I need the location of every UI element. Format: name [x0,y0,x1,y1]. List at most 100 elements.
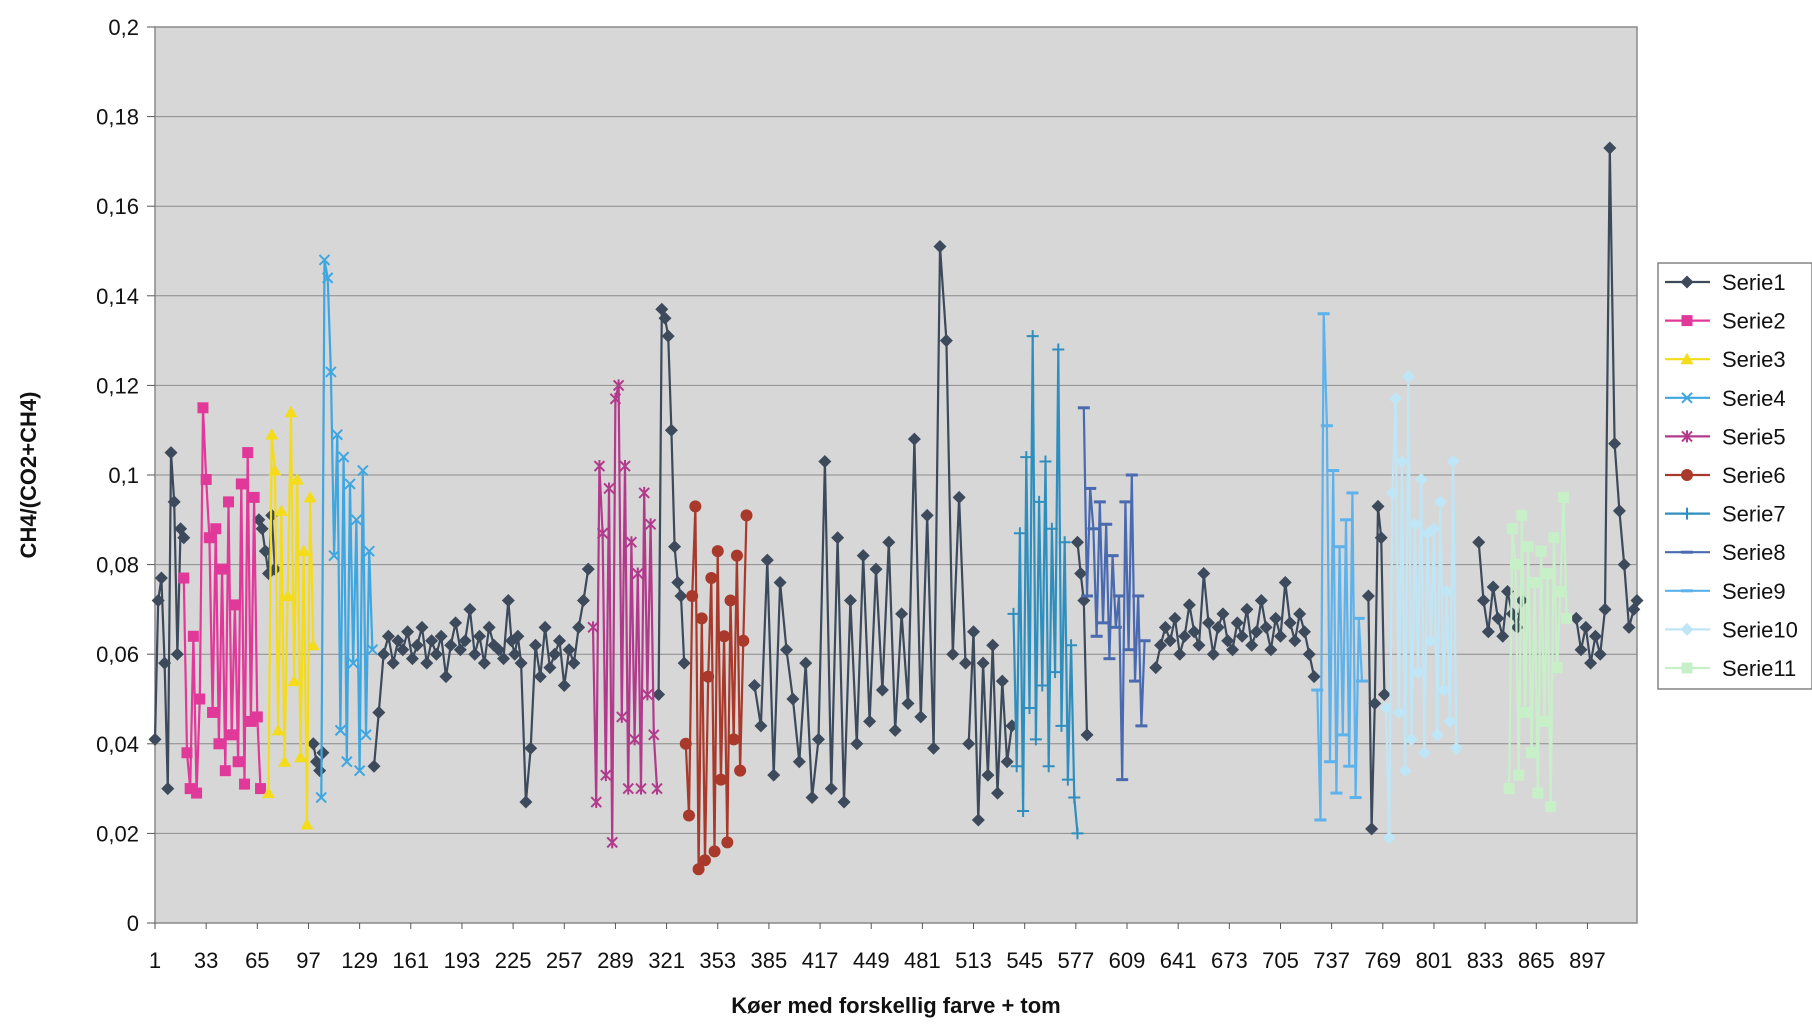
data-point-serie1 [1254,593,1268,607]
data-point-serie1 [1221,634,1235,648]
data-point-serie2 [239,778,251,790]
legend-label-serie3: Serie3 [1722,347,1786,372]
y-tick-label: 0 [127,911,139,936]
data-point-serie1 [1163,634,1177,648]
data-point-serie11 [1516,509,1528,521]
data-point-serie3 [297,544,311,557]
series-serie7 [1007,330,1084,840]
data-point-serie10 [1389,392,1403,406]
data-point-serie1 [1579,620,1593,634]
y-tick-label: 0,08 [96,553,139,578]
data-point-serie1 [501,593,515,607]
data-point-serie3 [300,817,314,830]
data-point-serie5 [616,710,628,723]
data-point-serie1 [652,688,666,702]
x-tick-label: 257 [546,948,583,973]
y-tick-label: 0,02 [96,821,139,846]
data-point-serie1 [895,607,909,621]
data-point-serie2 [242,447,254,459]
series-serie10 [1379,369,1463,845]
data-point-serie1 [1154,638,1168,652]
data-point-serie1 [863,714,877,728]
data-point-serie2 [213,738,225,750]
x-tick-label: 449 [853,948,890,973]
data-point-serie1 [552,634,566,648]
data-point-serie2 [226,729,238,741]
data-point-serie1 [401,625,415,639]
data-point-serie1 [1273,629,1287,643]
data-point-serie6 [734,764,747,777]
x-axis-label: Køer med forskellig farve + tom [731,993,1061,1018]
data-point-serie1 [576,593,590,607]
data-point-serie1 [1598,602,1612,616]
data-point-serie11 [1503,783,1515,795]
legend-marker-serie6 [1681,469,1693,481]
data-point-serie1 [420,656,434,670]
data-point-serie1 [1481,625,1495,639]
data-point-serie11 [1529,577,1541,589]
data-point-serie1 [396,643,410,657]
x-tick-label: 321 [648,948,685,973]
data-point-serie6 [737,634,750,647]
data-point-serie4 [350,514,363,526]
data-point-serie3 [268,464,282,476]
data-point-serie6 [705,572,718,585]
data-point-serie6 [698,854,711,867]
data-point-serie1 [1302,647,1316,661]
data-point-serie1 [1226,643,1240,657]
data-point-serie1 [1187,625,1201,639]
data-point-serie6 [711,545,724,558]
data-point-serie7 [1065,639,1078,652]
data-point-serie7 [1029,733,1042,746]
x-tick-label: 193 [444,948,481,973]
data-point-serie1 [1202,616,1216,630]
data-point-serie2 [197,402,209,414]
series-line-serie8 [1082,407,1146,781]
data-point-serie1 [377,647,391,661]
data-point-serie11 [1554,585,1566,597]
x-tick-label: 641 [1160,948,1197,973]
legend-marker-serie4 [1681,392,1693,404]
data-point-serie1 [1269,611,1283,625]
data-point-serie1 [1588,629,1602,643]
data-point-serie1 [1603,141,1617,155]
data-point-serie1 [677,656,691,670]
data-point-serie10 [1395,455,1409,469]
data-point-serie11 [1532,787,1544,799]
data-point-serie11 [1551,662,1563,674]
data-point-serie11 [1535,545,1547,557]
x-tick-label: 417 [802,948,839,973]
legend-marker-serie11 [1681,662,1693,674]
data-point-serie1 [748,679,762,693]
data-point-serie1 [1259,620,1273,634]
data-point-serie6 [724,594,737,607]
data-point-serie5 [593,460,606,473]
data-point-serie5 [603,482,615,495]
data-point-serie7 [1058,536,1071,549]
series-serie8 [1077,406,1151,782]
data-point-serie1 [856,549,870,563]
data-point-serie10 [1440,584,1454,598]
data-point-serie1 [154,571,168,585]
data-point-serie3 [290,472,304,485]
data-point-serie3 [281,589,295,601]
x-tick-label: 481 [904,948,941,973]
data-point-serie5 [609,392,622,405]
y-tick-label: 0,1 [108,463,139,488]
x-tick-label: 833 [1467,948,1504,973]
series-line-serie1 [1575,146,1639,665]
data-point-serie7 [1036,679,1049,692]
x-tick-label: 769 [1364,948,1401,973]
data-point-serie5 [625,536,638,549]
data-point-serie1 [434,629,448,643]
data-point-serie10 [1437,683,1451,697]
data-point-serie1 [1486,580,1500,594]
data-point-serie5 [651,782,663,795]
data-point-serie1 [258,544,272,558]
data-point-serie1 [986,638,1000,652]
data-point-serie1 [981,768,995,782]
data-point-serie1 [1293,607,1307,621]
data-point-serie1 [1283,616,1297,630]
data-point-serie1 [1612,504,1626,518]
data-point-serie1 [843,593,857,607]
